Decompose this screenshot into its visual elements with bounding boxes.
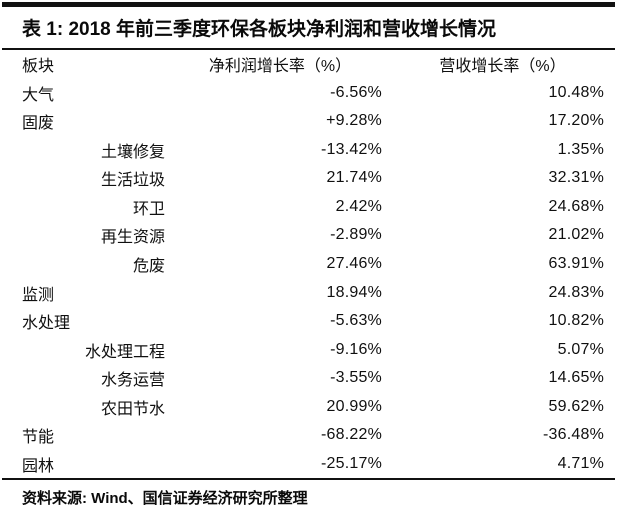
sector-label: 生活垃圾 — [100, 172, 165, 190]
revenue-growth-value: 14.65% — [548, 369, 604, 387]
sector-label: 土壤修复 — [100, 143, 165, 161]
profit-growth-value: 18.94% — [326, 283, 382, 301]
profit-growth-value: -3.55% — [330, 369, 382, 387]
revenue-growth-value: 5.07% — [557, 340, 604, 358]
profit-growth-value: -5.63% — [330, 312, 382, 330]
source-note: 资料来源: Wind、国信证券经济研究所整理 — [22, 490, 308, 507]
sector-label: 节能 — [22, 429, 55, 447]
profit-growth-value: 20.99% — [326, 397, 382, 415]
revenue-growth-value: -36.48% — [543, 426, 604, 444]
revenue-growth-value: 4.71% — [557, 454, 604, 472]
profit-growth-value: 27.46% — [326, 254, 382, 272]
footer-divider-rule — [2, 478, 615, 480]
sector-label: 危废 — [132, 257, 165, 275]
revenue-growth-value: 59.62% — [548, 397, 604, 415]
revenue-growth-value: 17.20% — [548, 112, 604, 130]
sector-label: 水处理 — [22, 315, 71, 333]
sector-label: 园林 — [22, 457, 55, 475]
table-row: 再生资源 -2.89% 21.02% — [0, 221, 620, 250]
sector-label: 农田节水 — [100, 400, 165, 418]
sector-label: 水处理工程 — [84, 343, 165, 361]
profit-growth-value: -6.56% — [330, 83, 382, 101]
table-row: 水处理工程 -9.16% 5.07% — [0, 335, 620, 364]
table-row: 节能 -68.22% -36.48% — [0, 421, 620, 450]
profit-growth-value: -9.16% — [330, 340, 382, 358]
sector-label: 监测 — [22, 286, 55, 304]
revenue-growth-value: 21.02% — [548, 226, 604, 244]
table-row: 生活垃圾 21.74% 32.31% — [0, 164, 620, 193]
sector-label: 再生资源 — [100, 229, 165, 247]
profit-growth-value: 2.42% — [335, 197, 382, 215]
revenue-growth-value: 10.48% — [548, 83, 604, 101]
table-row: 土壤修复 -13.42% 1.35% — [0, 136, 620, 165]
table-row: 环卫 2.42% 24.68% — [0, 193, 620, 222]
table-row: 大气 -6.56% 10.48% — [0, 79, 620, 108]
title-divider-rule — [2, 48, 615, 50]
revenue-growth-value: 10.82% — [548, 312, 604, 330]
revenue-growth-value: 1.35% — [557, 140, 604, 158]
table-title: 表 1: 2018 年前三季度环保各板块净利润和营收增长情况 — [22, 19, 496, 40]
sector-label: 固废 — [22, 115, 55, 133]
profit-growth-value: -68.22% — [321, 426, 382, 444]
table-row: 水务运营 -3.55% 14.65% — [0, 364, 620, 393]
growth-table: 板块 净利润增长率（%） 营收增长率（%） 大气 -6.56% 10.48% 固… — [0, 50, 620, 478]
table-row: 危废 27.46% 63.91% — [0, 250, 620, 279]
revenue-growth-value: 32.31% — [548, 169, 604, 187]
table-header-row: 板块 净利润增长率（%） 营收增长率（%） — [0, 50, 620, 79]
profit-growth-value: +9.28% — [326, 112, 382, 130]
profit-growth-value: -13.42% — [321, 140, 382, 158]
table-row: 监测 18.94% 24.83% — [0, 278, 620, 307]
top-rule — [2, 2, 615, 7]
profit-growth-value: -2.89% — [330, 226, 382, 244]
revenue-growth-value: 24.83% — [548, 283, 604, 301]
column-header-revenue-growth: 营收增长率（%） — [439, 58, 566, 76]
column-header-sector: 板块 — [22, 58, 55, 76]
table-row: 固废 +9.28% 17.20% — [0, 107, 620, 136]
table-row: 园林 -25.17% 4.71% — [0, 449, 620, 478]
column-header-profit-growth: 净利润增长率（%） — [208, 58, 352, 76]
sector-label: 水务运营 — [100, 372, 165, 390]
profit-growth-value: -25.17% — [321, 454, 382, 472]
sector-label: 环卫 — [132, 200, 165, 218]
revenue-growth-value: 24.68% — [548, 197, 604, 215]
profit-growth-value: 21.74% — [326, 169, 382, 187]
table-row: 水处理 -5.63% 10.82% — [0, 307, 620, 336]
revenue-growth-value: 63.91% — [548, 254, 604, 272]
table-row: 农田节水 20.99% 59.62% — [0, 392, 620, 421]
sector-label: 大气 — [22, 86, 55, 104]
